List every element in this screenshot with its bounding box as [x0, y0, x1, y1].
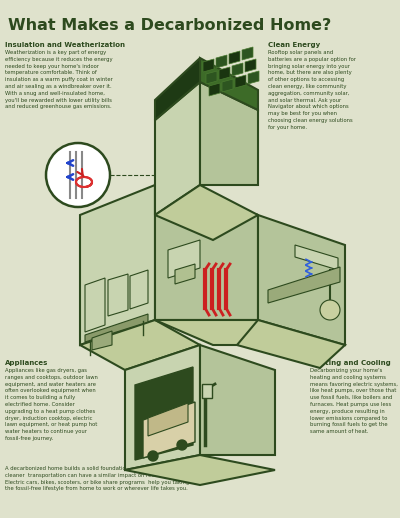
Polygon shape [92, 331, 112, 350]
Polygon shape [209, 83, 220, 96]
Polygon shape [130, 270, 148, 309]
Text: Decarbonizing your home's
heating and cooling systems
means favoring electric sy: Decarbonizing your home's heating and co… [310, 368, 398, 434]
Polygon shape [175, 264, 195, 284]
Circle shape [177, 440, 187, 450]
Polygon shape [245, 59, 256, 72]
Polygon shape [155, 320, 320, 345]
Bar [202, 384, 212, 398]
Polygon shape [229, 51, 240, 64]
Polygon shape [108, 274, 128, 316]
Text: Weatherization is a key part of energy
efficiency because it reduces the energy
: Weatherization is a key part of energy e… [5, 50, 113, 109]
Polygon shape [206, 71, 217, 84]
Polygon shape [125, 345, 200, 470]
Circle shape [46, 143, 110, 207]
Text: Appliances: Appliances [5, 360, 48, 366]
Polygon shape [143, 402, 195, 458]
Text: Clean Energy: Clean Energy [268, 42, 320, 48]
Polygon shape [203, 59, 214, 72]
Polygon shape [85, 278, 105, 332]
Polygon shape [268, 267, 340, 303]
Text: Appliances like gas dryers, gas
ranges and cooktops, outdoor lawn
equipment, and: Appliances like gas dryers, gas ranges a… [5, 368, 98, 441]
Polygon shape [155, 185, 258, 240]
Text: Insulation and Weatherization: Insulation and Weatherization [5, 42, 125, 48]
Circle shape [148, 451, 158, 461]
Circle shape [320, 300, 340, 320]
Polygon shape [148, 403, 188, 436]
Text: A decarbonized home builds a solid foundation for sustainability, and
cleaner  t: A decarbonized home builds a solid found… [5, 466, 199, 492]
Polygon shape [200, 345, 275, 455]
Polygon shape [125, 455, 275, 485]
Polygon shape [200, 58, 258, 110]
Polygon shape [242, 47, 253, 60]
Polygon shape [232, 63, 243, 76]
Polygon shape [237, 320, 345, 368]
Polygon shape [155, 185, 258, 320]
Polygon shape [155, 58, 200, 120]
Polygon shape [168, 240, 200, 278]
Polygon shape [80, 185, 155, 345]
Polygon shape [85, 314, 148, 342]
Polygon shape [235, 75, 246, 88]
Polygon shape [80, 320, 200, 370]
Polygon shape [219, 67, 230, 80]
Text: Transportation: Transportation [138, 458, 197, 464]
Polygon shape [222, 79, 233, 92]
Polygon shape [155, 82, 200, 215]
Text: What Makes a Decarbonized Home?: What Makes a Decarbonized Home? [8, 18, 331, 33]
Text: Rooftop solar panels and
batteries are a popular option for
bringing solar energ: Rooftop solar panels and batteries are a… [268, 50, 356, 130]
Polygon shape [135, 367, 193, 460]
Polygon shape [295, 245, 338, 270]
Polygon shape [216, 55, 227, 68]
Polygon shape [258, 215, 345, 345]
Polygon shape [248, 71, 259, 84]
Text: Heating and Cooling: Heating and Cooling [310, 360, 391, 366]
Polygon shape [200, 82, 258, 185]
